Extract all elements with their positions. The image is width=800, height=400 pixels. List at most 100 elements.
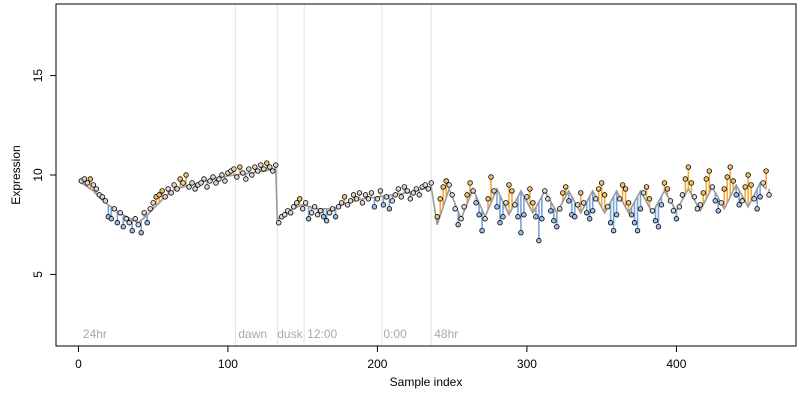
data-point xyxy=(760,180,766,186)
data-point xyxy=(296,196,303,202)
data-point xyxy=(509,188,515,194)
data-point xyxy=(308,210,315,216)
data-point xyxy=(685,164,692,170)
data-point xyxy=(326,210,333,216)
y-tick-label: 5 xyxy=(31,271,45,278)
data-point xyxy=(589,208,596,214)
data-point xyxy=(691,194,698,200)
data-point xyxy=(177,176,183,182)
data-point xyxy=(329,206,336,212)
data-point xyxy=(506,182,512,188)
data-point xyxy=(715,208,721,214)
data-point xyxy=(730,178,736,184)
data-point xyxy=(539,216,545,222)
phase-label: 24hr xyxy=(83,327,107,341)
data-point xyxy=(186,184,192,190)
data-point xyxy=(467,180,473,186)
data-point xyxy=(389,198,396,204)
data-point xyxy=(413,186,419,192)
data-point xyxy=(581,200,587,206)
data-point xyxy=(368,190,375,196)
data-point xyxy=(643,184,650,190)
data-point xyxy=(518,229,524,236)
data-point xyxy=(362,192,369,198)
data-point xyxy=(207,178,213,184)
data-point xyxy=(356,190,363,196)
data-point xyxy=(437,196,443,202)
data-point xyxy=(165,186,171,192)
data-point xyxy=(201,176,207,182)
data-point xyxy=(512,202,518,208)
data-point xyxy=(733,192,739,198)
data-point xyxy=(667,198,674,204)
data-point xyxy=(302,200,309,206)
data-point xyxy=(123,216,129,222)
data-point xyxy=(592,196,599,202)
data-point xyxy=(748,182,754,188)
data-point xyxy=(700,190,707,196)
data-point xyxy=(293,200,300,206)
data-point xyxy=(371,204,378,210)
data-point xyxy=(258,162,264,168)
data-point xyxy=(93,186,100,192)
data-point xyxy=(563,184,569,190)
data-point xyxy=(126,220,132,226)
data-point xyxy=(249,172,255,178)
data-point xyxy=(273,162,279,168)
data-point xyxy=(398,194,405,200)
data-point xyxy=(434,214,440,220)
data-point xyxy=(347,198,354,204)
y-axis: 5 10 15 xyxy=(31,69,57,278)
data-point xyxy=(282,212,288,218)
data-point xyxy=(189,180,195,186)
data-point xyxy=(530,200,536,206)
data-point xyxy=(757,194,763,200)
data-point xyxy=(290,204,297,210)
data-point xyxy=(365,196,372,202)
x-axis: 0 100 200 300 400 xyxy=(75,345,687,371)
data-point xyxy=(317,208,324,214)
data-point xyxy=(135,222,141,228)
y-tick-label: 15 xyxy=(31,69,45,83)
data-point xyxy=(515,214,521,220)
phase-label: 0:00 xyxy=(383,327,407,341)
data-point xyxy=(156,192,162,198)
data-point xyxy=(616,196,623,202)
data-point xyxy=(264,160,270,166)
data-point xyxy=(213,180,219,186)
data-point xyxy=(341,194,348,200)
data-point xyxy=(521,212,527,218)
data-point xyxy=(619,182,626,188)
data-point xyxy=(87,176,94,182)
data-point xyxy=(479,227,485,234)
observed-points xyxy=(78,160,772,244)
data-point xyxy=(482,216,488,222)
data-point xyxy=(219,172,225,178)
data-point xyxy=(425,186,431,192)
data-point xyxy=(440,184,446,190)
plot-frame xyxy=(55,3,797,347)
data-point xyxy=(455,222,461,228)
x-tick-label: 200 xyxy=(367,357,387,371)
data-point xyxy=(625,200,632,206)
y-tick-label: 10 xyxy=(31,168,45,182)
data-point xyxy=(383,194,390,200)
data-point xyxy=(422,182,428,188)
data-point xyxy=(652,218,659,224)
data-point xyxy=(622,186,629,192)
data-point xyxy=(407,196,414,202)
data-point xyxy=(237,164,243,170)
data-point xyxy=(359,200,366,206)
data-point xyxy=(473,200,479,206)
data-point xyxy=(572,214,578,220)
x-tick-label: 0 xyxy=(75,357,82,371)
data-point xyxy=(488,174,494,180)
data-point xyxy=(739,198,745,204)
data-point xyxy=(655,223,662,230)
data-point xyxy=(649,208,656,214)
data-point xyxy=(646,196,653,202)
data-point xyxy=(392,192,399,198)
data-point xyxy=(276,220,282,226)
data-point xyxy=(464,192,470,198)
